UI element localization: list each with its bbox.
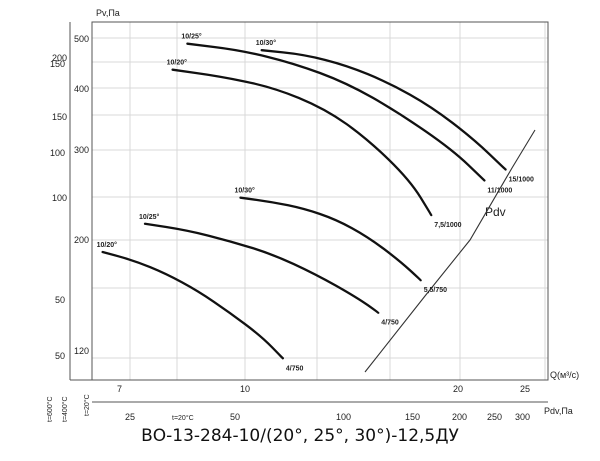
outer-y-tick: 100 bbox=[50, 148, 65, 158]
series-start-label: 10/30° bbox=[256, 39, 277, 47]
series-line bbox=[186, 42, 486, 182]
inner-y-tick: 400 bbox=[74, 84, 89, 94]
series-line bbox=[101, 250, 285, 360]
series-end-label: 11/1000 bbox=[487, 187, 512, 194]
chart-caption: ВО-13-284-10/(20°, 25°, 30°)-12,5ДУ bbox=[141, 426, 459, 446]
outer-y-tick-2: 50 bbox=[55, 351, 65, 361]
temperature-label: t=20°C bbox=[172, 414, 194, 422]
flow-tick: 10 bbox=[240, 384, 250, 394]
outer-y-tick-2: 100 bbox=[52, 193, 67, 203]
pdv-axis-title: Pdv,Па bbox=[544, 406, 573, 416]
series-line bbox=[260, 49, 507, 171]
temperature-label: t=20°C bbox=[83, 394, 91, 416]
pdv-tick: 100 bbox=[336, 412, 351, 422]
flow-tick: 7 bbox=[117, 384, 122, 394]
curves: 10/20° 4/750 10/25° 4/750 10/30° 5,5/750 10/20… bbox=[97, 33, 534, 373]
outer-y-tick-2: 200 bbox=[52, 53, 67, 63]
series-end-label: 7,5/1000 bbox=[434, 222, 461, 229]
series-line bbox=[239, 196, 422, 282]
flow-tick: 25 bbox=[520, 384, 530, 394]
pdv-tick: 50 bbox=[230, 412, 240, 422]
flow-axis-title: Q(м³/с) bbox=[550, 370, 579, 380]
outer-y-tick-2: 150 bbox=[52, 112, 67, 122]
grid bbox=[92, 22, 548, 380]
temperature-label: t=400°C bbox=[61, 396, 69, 422]
inner-y-tick: 200 bbox=[74, 235, 89, 245]
pdv-line-label: Pdv bbox=[485, 205, 506, 219]
pdv-diagonal-line bbox=[364, 129, 536, 373]
series-start-label: 10/25° bbox=[139, 213, 160, 221]
series-line bbox=[171, 68, 433, 217]
series-start-label: 10/20° bbox=[97, 241, 118, 249]
pdv-tick: 150 bbox=[405, 412, 420, 422]
series-start-label: 10/25° bbox=[181, 33, 202, 41]
series-end-label: 15/1000 bbox=[509, 177, 534, 184]
inner-y-tick: 120 bbox=[74, 346, 89, 356]
pdv-tick: 300 bbox=[515, 412, 530, 422]
pdv-tick: 250 bbox=[487, 412, 502, 422]
series-end-label: 4/750 bbox=[286, 365, 304, 372]
outer-y-tick: 50 bbox=[55, 295, 65, 305]
inner-y-tick: 500 bbox=[74, 34, 89, 44]
flow-tick: 20 bbox=[453, 384, 463, 394]
series-start-label: 10/20° bbox=[167, 59, 188, 67]
plot-frame bbox=[91, 21, 549, 381]
pdv-tick: 25 bbox=[125, 412, 135, 422]
y-axis-title: Pv,Па bbox=[96, 8, 120, 18]
temperature-label: t=600°C bbox=[46, 396, 54, 422]
series-end-label: 5,5/750 bbox=[424, 287, 447, 294]
outer-y-tick: 150 bbox=[50, 59, 65, 69]
series-start-label: 10/30° bbox=[235, 187, 256, 195]
series-end-label: 4/750 bbox=[381, 320, 399, 327]
pdv-tick: 200 bbox=[452, 412, 467, 422]
series-line bbox=[143, 222, 380, 314]
inner-y-tick: 300 bbox=[74, 145, 89, 155]
